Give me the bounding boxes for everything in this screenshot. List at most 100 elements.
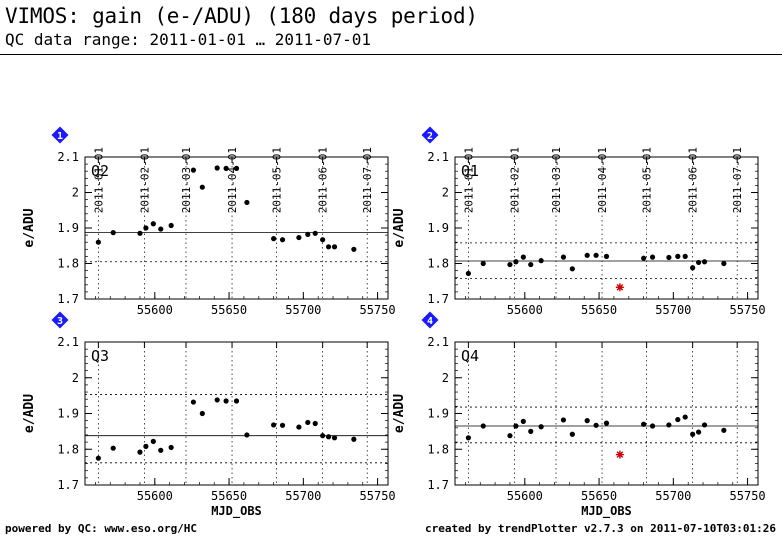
x-tick-label: 55600 bbox=[137, 489, 173, 503]
panel-number-label: 4 bbox=[427, 316, 433, 327]
y-tick-label: 1.7 bbox=[57, 478, 79, 492]
data-point bbox=[312, 420, 318, 427]
data-point bbox=[214, 165, 220, 171]
data-point bbox=[110, 230, 116, 236]
data-point bbox=[331, 244, 338, 250]
data-point bbox=[520, 254, 526, 260]
top-date-label: 2011-04-01 bbox=[596, 147, 609, 213]
data-point bbox=[682, 253, 688, 259]
y-tick-label: 1.7 bbox=[427, 292, 449, 306]
top-date-label: 2011-05-01 bbox=[271, 147, 284, 213]
data-point bbox=[271, 236, 277, 242]
data-point bbox=[199, 184, 205, 190]
y-tick-label: 1.7 bbox=[427, 478, 449, 492]
data-point bbox=[593, 252, 599, 258]
data-point bbox=[690, 265, 696, 271]
y-axis-label: e/ADU bbox=[22, 208, 37, 247]
y-tick-label: 1.9 bbox=[57, 407, 79, 421]
x-tick-label: 55700 bbox=[285, 303, 321, 317]
data-point bbox=[528, 428, 534, 434]
top-date-label: 2011-04-01 bbox=[226, 147, 239, 213]
y-tick-label: 2 bbox=[72, 186, 79, 200]
data-point bbox=[666, 422, 672, 428]
data-point bbox=[465, 435, 471, 441]
data-point bbox=[158, 447, 164, 453]
data-point bbox=[480, 423, 486, 429]
x-tick-label: 55700 bbox=[655, 489, 691, 503]
data-point bbox=[528, 261, 534, 268]
data-point bbox=[296, 424, 302, 430]
x-tick-label: 55600 bbox=[137, 303, 173, 317]
data-point bbox=[507, 433, 513, 439]
data-point bbox=[137, 230, 143, 236]
footer-generator: created by trendPlotter v2.7.3 on 2011-0… bbox=[425, 522, 776, 535]
data-point bbox=[233, 398, 240, 404]
x-tick-label: 55600 bbox=[507, 489, 543, 503]
data-point bbox=[701, 259, 708, 265]
data-point bbox=[480, 260, 486, 267]
top-date-label: 2011-06-01 bbox=[687, 147, 700, 213]
x-tick-label: 55600 bbox=[507, 303, 543, 317]
top-date-label: 2011-02-01 bbox=[138, 147, 151, 213]
x-axis-label: MJD_OBS bbox=[581, 504, 632, 519]
top-date-label: 2011-07-01 bbox=[361, 147, 374, 213]
data-point bbox=[279, 422, 286, 428]
data-point bbox=[244, 199, 250, 206]
data-point bbox=[150, 221, 156, 227]
x-tick-label: 55650 bbox=[211, 303, 247, 317]
y-tick-label: 1.8 bbox=[427, 442, 449, 456]
data-point bbox=[190, 399, 197, 405]
page-title: VIMOS: gain (e-/ADU) (180 days period) bbox=[5, 4, 478, 28]
top-date-label: 2011-05-01 bbox=[641, 147, 654, 213]
data-point bbox=[331, 435, 338, 441]
data-point bbox=[95, 239, 101, 245]
top-date-label: 2011-07-01 bbox=[731, 147, 744, 213]
data-point bbox=[223, 398, 229, 404]
y-tick-label: 2 bbox=[442, 186, 449, 200]
x-tick-label: 55750 bbox=[730, 489, 766, 503]
title-divider bbox=[0, 54, 782, 55]
y-tick-label: 2 bbox=[72, 371, 79, 385]
data-point bbox=[305, 231, 311, 237]
data-point bbox=[682, 414, 688, 420]
y-tick-label: 1.9 bbox=[57, 221, 79, 235]
chart-panel-4: 1.7 1.8 1.9 2 2.1 55600 55650 55700 55750 e/ADU MJ… bbox=[392, 311, 766, 519]
data-point bbox=[641, 421, 647, 427]
data-point bbox=[223, 165, 229, 171]
x-axis-label: MJD_OBS bbox=[211, 504, 262, 519]
x-tick-label: 55650 bbox=[581, 303, 617, 317]
y-tick-label: 1.8 bbox=[427, 257, 449, 271]
y-tick-label: 1.9 bbox=[427, 221, 449, 235]
data-point bbox=[520, 418, 526, 424]
x-tick-label: 55750 bbox=[360, 489, 396, 503]
data-point bbox=[244, 432, 250, 438]
y-axis-label: e/ADU bbox=[392, 394, 407, 433]
y-axis-label: e/ADU bbox=[22, 394, 37, 433]
data-point bbox=[695, 259, 702, 266]
data-point bbox=[666, 254, 672, 261]
panel-label: Q1 bbox=[461, 162, 479, 180]
data-point bbox=[190, 167, 197, 173]
data-point bbox=[649, 423, 656, 429]
data-point bbox=[513, 259, 519, 265]
data-point bbox=[137, 449, 143, 455]
data-point bbox=[199, 410, 205, 417]
panel-number-label: 2 bbox=[427, 131, 433, 142]
data-point bbox=[168, 222, 174, 229]
data-point bbox=[351, 246, 357, 252]
data-point bbox=[279, 237, 286, 243]
y-tick-label: 1.7 bbox=[57, 292, 79, 306]
data-point bbox=[560, 254, 567, 260]
data-point bbox=[143, 443, 149, 449]
x-tick-label: 55650 bbox=[581, 489, 617, 503]
top-date-label: 2011-01-01 bbox=[462, 147, 475, 213]
panel-label: Q2 bbox=[91, 162, 109, 180]
x-tick-label: 55700 bbox=[285, 489, 321, 503]
data-point bbox=[721, 427, 727, 433]
panel-number-label: 1 bbox=[57, 131, 63, 142]
data-point bbox=[320, 237, 326, 243]
data-point bbox=[95, 455, 101, 461]
data-point bbox=[325, 244, 332, 250]
page-subtitle: QC data range: 2011-01-01 … 2011-07-01 bbox=[5, 30, 372, 49]
